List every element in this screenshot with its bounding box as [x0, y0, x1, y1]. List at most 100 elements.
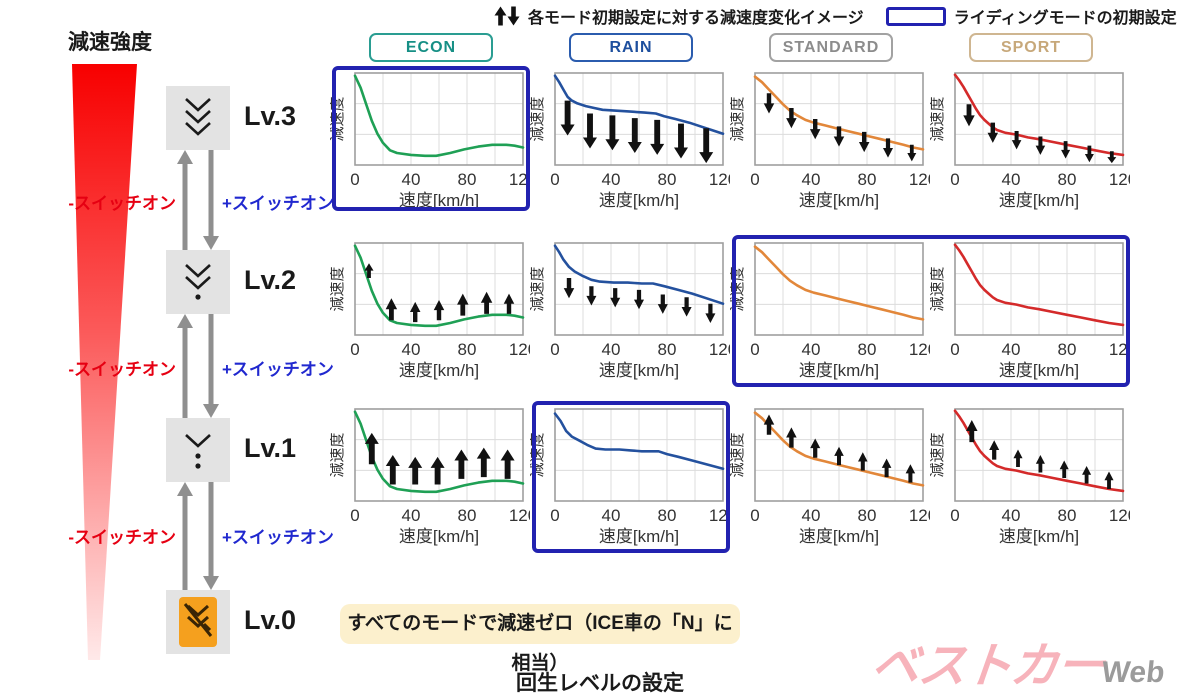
svg-text:40: 40 — [1002, 340, 1021, 359]
chart-sport-lv3: 0 40 80 120 速度[km/h] 減速度 — [929, 65, 1137, 215]
svg-text:40: 40 — [402, 340, 421, 359]
logo-main-text: ベストカー — [868, 640, 1106, 693]
svg-text:速度[km/h]: 速度[km/h] — [799, 191, 879, 210]
svg-text:40: 40 — [1002, 506, 1021, 525]
svg-text:速度[km/h]: 速度[km/h] — [999, 191, 1079, 210]
level-label-lv2: Lv.2 — [244, 265, 297, 295]
chart-rain-lv3: 0 40 80 120 速度[km/h] 減速度 — [529, 65, 737, 215]
mode-button-sport: SPORT — [969, 33, 1093, 62]
svg-text:減速度: 減速度 — [930, 266, 946, 311]
svg-text:40: 40 — [802, 506, 821, 525]
svg-text:速度[km/h]: 速度[km/h] — [999, 527, 1079, 546]
svg-text:40: 40 — [402, 170, 421, 189]
svg-text:120: 120 — [909, 340, 930, 359]
svg-text:120: 120 — [1109, 506, 1130, 525]
svg-text:120: 120 — [709, 170, 730, 189]
switch-minus-label: -スイッチオン — [68, 194, 176, 213]
svg-text:速度[km/h]: 速度[km/h] — [599, 191, 679, 210]
svg-text:80: 80 — [858, 506, 877, 525]
lv0-note: すべてのモードで減速ゼロ（ICE車の「N」に相当） — [340, 604, 740, 674]
page-title: 回生レベルの設定 — [516, 672, 684, 695]
strength-gradient-wedge — [72, 64, 137, 660]
chart-standard-lv2: 0 40 80 120 速度[km/h] 減速度 — [729, 235, 937, 385]
switch-minus-label: -スイッチオン — [68, 360, 176, 379]
switch-plus-label: +スイッチオン — [222, 528, 334, 547]
level-connector-arrows — [177, 482, 219, 590]
svg-text:減速度: 減速度 — [930, 96, 946, 141]
chart-econ-lv2: 0 40 80 120 速度[km/h] 減速度 — [329, 235, 537, 385]
svg-text:0: 0 — [750, 506, 759, 525]
chart-econ-lv3: 0 40 80 120 速度[km/h] 減速度 — [329, 65, 537, 215]
level-box-lv0 — [166, 590, 230, 654]
svg-text:40: 40 — [602, 170, 621, 189]
level-label-lv0: Lv.0 — [244, 605, 297, 635]
svg-text:0: 0 — [750, 340, 759, 359]
up-down-arrows-icon — [494, 6, 520, 26]
mode-button-rain: RAIN — [569, 33, 693, 62]
svg-text:0: 0 — [950, 340, 959, 359]
svg-text:減速度: 減速度 — [330, 432, 346, 477]
svg-text:減速度: 減速度 — [730, 266, 746, 311]
svg-text:0: 0 — [750, 170, 759, 189]
triple-chevron-down-icon — [185, 98, 211, 136]
svg-text:120: 120 — [1109, 340, 1130, 359]
svg-text:40: 40 — [802, 170, 821, 189]
level-connector-arrows — [177, 314, 219, 418]
legend-arrows-note: 各モード初期設定に対する減速度変化イメージ — [528, 10, 864, 27]
svg-text:80: 80 — [858, 170, 877, 189]
bestcar-web-logo: ベストカーWeb — [869, 626, 1170, 696]
svg-text:120: 120 — [1109, 170, 1130, 189]
chart-econ-lv1: 0 40 80 120 速度[km/h] 減速度 — [329, 401, 537, 551]
svg-text:速度[km/h]: 速度[km/h] — [999, 361, 1079, 380]
svg-text:120: 120 — [909, 170, 930, 189]
single-chevron-down-dots-icon — [185, 434, 211, 469]
svg-text:0: 0 — [950, 506, 959, 525]
svg-text:80: 80 — [1058, 506, 1077, 525]
svg-text:80: 80 — [658, 170, 677, 189]
switch-plus-label: +スイッチオン — [222, 194, 334, 213]
svg-text:0: 0 — [350, 506, 359, 525]
svg-text:減速度: 減速度 — [730, 432, 746, 477]
level-label-lv3: Lv.3 — [244, 101, 297, 131]
svg-text:減速度: 減速度 — [530, 96, 546, 141]
strength-axis-title: 減速強度 — [68, 31, 152, 54]
svg-text:40: 40 — [802, 340, 821, 359]
svg-text:減速度: 減速度 — [930, 432, 946, 477]
level-label-lv1: Lv.1 — [244, 433, 297, 463]
level-connector-arrows — [177, 150, 219, 250]
svg-text:0: 0 — [550, 506, 559, 525]
svg-text:80: 80 — [458, 170, 477, 189]
svg-text:40: 40 — [1002, 170, 1021, 189]
logo-sub-text: Web — [1100, 656, 1167, 689]
svg-text:0: 0 — [950, 170, 959, 189]
svg-text:減速度: 減速度 — [530, 266, 546, 311]
svg-text:速度[km/h]: 速度[km/h] — [599, 361, 679, 380]
svg-text:速度[km/h]: 速度[km/h] — [399, 527, 479, 546]
svg-text:120: 120 — [509, 340, 530, 359]
svg-text:120: 120 — [509, 506, 530, 525]
svg-text:0: 0 — [350, 170, 359, 189]
svg-text:120: 120 — [709, 340, 730, 359]
svg-text:減速度: 減速度 — [530, 432, 546, 477]
svg-text:120: 120 — [509, 170, 530, 189]
chart-rain-lv2: 0 40 80 120 速度[km/h] 減速度 — [529, 235, 737, 385]
mode-button-econ: ECON — [369, 33, 493, 62]
initial-setting-box-icon — [885, 6, 946, 26]
svg-text:速度[km/h]: 速度[km/h] — [799, 361, 879, 380]
svg-text:80: 80 — [458, 340, 477, 359]
svg-text:速度[km/h]: 速度[km/h] — [399, 191, 479, 210]
svg-text:80: 80 — [658, 340, 677, 359]
svg-text:80: 80 — [1058, 340, 1077, 359]
svg-text:40: 40 — [602, 506, 621, 525]
svg-text:120: 120 — [709, 506, 730, 525]
svg-text:速度[km/h]: 速度[km/h] — [599, 527, 679, 546]
chart-sport-lv2: 0 40 80 120 速度[km/h] 減速度 — [929, 235, 1137, 385]
chart-sport-lv1: 0 40 80 120 速度[km/h] 減速度 — [929, 401, 1137, 551]
level-box-lv1 — [166, 418, 230, 482]
svg-text:0: 0 — [550, 340, 559, 359]
svg-text:速度[km/h]: 速度[km/h] — [799, 527, 879, 546]
svg-text:120: 120 — [909, 506, 930, 525]
chart-standard-lv1: 0 40 80 120 速度[km/h] 減速度 — [729, 401, 937, 551]
svg-text:0: 0 — [350, 340, 359, 359]
svg-text:80: 80 — [658, 506, 677, 525]
